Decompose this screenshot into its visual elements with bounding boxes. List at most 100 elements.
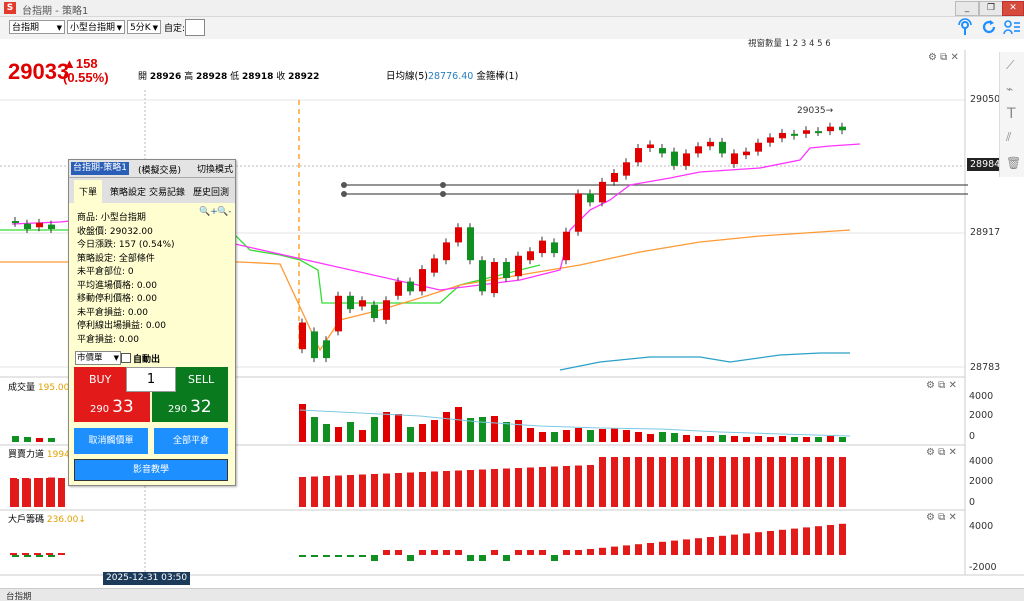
big-holder-bar bbox=[431, 550, 438, 555]
custom-input[interactable] bbox=[185, 19, 205, 36]
buy-button[interactable]: 290 33 bbox=[74, 392, 150, 422]
big-holder-bar bbox=[743, 533, 750, 555]
candle bbox=[419, 269, 426, 292]
high-label: 高 bbox=[184, 72, 194, 82]
force-title: 買賣力道 bbox=[8, 450, 45, 460]
volume-bar bbox=[731, 436, 738, 442]
fib-tool-icon[interactable]: ⫽ bbox=[1006, 130, 1012, 144]
candle bbox=[551, 242, 558, 254]
candle bbox=[647, 144, 654, 149]
vol-tick-2: 0 bbox=[969, 431, 976, 442]
path-tool-icon[interactable]: ⌁ bbox=[1006, 82, 1014, 96]
force-bar bbox=[347, 475, 354, 507]
big-holder-bar bbox=[515, 550, 522, 555]
volume-bar bbox=[647, 434, 654, 442]
sell-button[interactable]: 290 32 bbox=[152, 392, 228, 422]
quantity-input[interactable]: 1 bbox=[126, 367, 176, 392]
volume-bar bbox=[611, 428, 618, 442]
sell-label[interactable]: SELL bbox=[176, 367, 228, 392]
tab-strategy-settings[interactable]: 策略設定 bbox=[110, 188, 147, 198]
force-bar bbox=[575, 465, 582, 507]
volume-bar bbox=[563, 430, 570, 442]
minimize-button[interactable]: _ bbox=[955, 1, 979, 16]
volume-bar bbox=[299, 404, 306, 442]
big-panel-tools[interactable]: ⚙ ⧉ ✕ bbox=[926, 512, 957, 523]
line-tool-icon[interactable]: ⟋ bbox=[1006, 58, 1015, 72]
sell-price-suffix: 32 bbox=[190, 397, 212, 417]
candlestick-series bbox=[12, 122, 846, 363]
close-label: 收 bbox=[276, 72, 286, 82]
candle bbox=[311, 331, 318, 359]
volume-label: 成交量 195.00↑ bbox=[8, 380, 77, 393]
force-bar bbox=[515, 468, 522, 507]
antenna-icon[interactable] bbox=[956, 18, 974, 36]
candle bbox=[455, 227, 462, 243]
contract-select[interactable]: 小型台指期 ▼ bbox=[67, 20, 125, 34]
big-holder-bar bbox=[695, 538, 702, 555]
big-holder-bar bbox=[34, 553, 41, 555]
candle bbox=[791, 133, 798, 136]
force-bar bbox=[707, 457, 714, 507]
tab-backtest[interactable]: 歷史回測 bbox=[193, 188, 230, 198]
text-tool-icon[interactable]: T bbox=[1007, 106, 1016, 122]
big-holder-bar bbox=[719, 535, 726, 555]
zoom-out-icon[interactable]: 🔍- bbox=[217, 207, 232, 217]
big-holder-bar bbox=[707, 537, 714, 555]
big-holder-bar bbox=[803, 527, 810, 555]
market-select-value: 台指期 bbox=[12, 23, 40, 33]
force-bar bbox=[779, 457, 786, 507]
candle bbox=[803, 130, 810, 134]
big-holder-bar bbox=[311, 555, 318, 557]
candle bbox=[24, 223, 31, 230]
switch-mode-button[interactable]: 切換模式 bbox=[197, 165, 234, 175]
big-holder-bar bbox=[299, 555, 306, 557]
order-type-value: 市價單 bbox=[77, 353, 103, 363]
candle bbox=[335, 295, 342, 332]
strategy-panel: 台指期-策略1 (模擬交易) 切換模式 下單 策略設定 交易記錄 歷史回測 🔍+… bbox=[68, 159, 236, 486]
refresh-icon[interactable] bbox=[980, 18, 998, 36]
volume-bar bbox=[371, 417, 378, 442]
tab-order[interactable]: 下單 bbox=[74, 180, 103, 203]
volume-bar bbox=[24, 437, 31, 442]
big-holder-bar bbox=[36, 555, 43, 557]
order-type-select[interactable]: 市價單 ▼ bbox=[75, 351, 121, 365]
candle bbox=[839, 126, 846, 131]
chart-settings-icon[interactable]: ⚙ ⧉ ✕ bbox=[928, 52, 959, 63]
auto-exit-checkbox[interactable]: 自動出 bbox=[121, 352, 160, 365]
big-holder-bar bbox=[815, 526, 822, 555]
big-holder-bar bbox=[731, 534, 738, 555]
zoom-in-icon[interactable]: 🔍+ bbox=[199, 207, 218, 217]
market-select[interactable]: 台指期 ▼ bbox=[9, 20, 65, 34]
candle bbox=[695, 146, 702, 154]
force-bar bbox=[563, 466, 570, 507]
big-holder-bar bbox=[455, 550, 462, 555]
volume-bar bbox=[455, 407, 462, 442]
volume-bar bbox=[419, 424, 426, 442]
chevron-down-icon: ▼ bbox=[113, 354, 119, 362]
person-list-icon[interactable] bbox=[1003, 18, 1021, 36]
volume-bar bbox=[467, 418, 474, 442]
big-holder-bar bbox=[443, 550, 450, 555]
interval-select[interactable]: 5分K ▼ bbox=[127, 20, 161, 34]
force-bar bbox=[623, 457, 630, 507]
big-holder-bar bbox=[599, 547, 606, 555]
panel-mode: (模擬交易) bbox=[138, 166, 182, 176]
force-bar bbox=[539, 467, 546, 507]
volume-title: 成交量 bbox=[8, 383, 36, 393]
volume-bar bbox=[743, 437, 750, 442]
tab-trade-log[interactable]: 交易記錄 bbox=[149, 188, 186, 198]
force-bar bbox=[635, 457, 642, 507]
force-panel-tools[interactable]: ⚙ ⧉ ✕ bbox=[926, 447, 957, 458]
window-count[interactable]: 視窗數量 1 2 3 4 5 6 bbox=[748, 39, 831, 49]
last-price: 29033 bbox=[8, 59, 70, 84]
force-bar bbox=[22, 478, 29, 507]
video-tutorial-button[interactable]: 影音教學 bbox=[74, 459, 228, 481]
volume-panel-tools[interactable]: ⚙ ⧉ ✕ bbox=[926, 380, 957, 391]
big-holder-label: 大戶籌碼 236.00↓ bbox=[8, 512, 86, 525]
force-bar bbox=[479, 469, 486, 507]
trash-icon[interactable]: 🗑 bbox=[1006, 156, 1022, 170]
close-all-button[interactable]: 全部平倉 bbox=[154, 428, 228, 454]
cancel-trigger-button[interactable]: 取消觸價單 bbox=[74, 428, 148, 454]
buy-label[interactable]: BUY bbox=[74, 367, 126, 392]
